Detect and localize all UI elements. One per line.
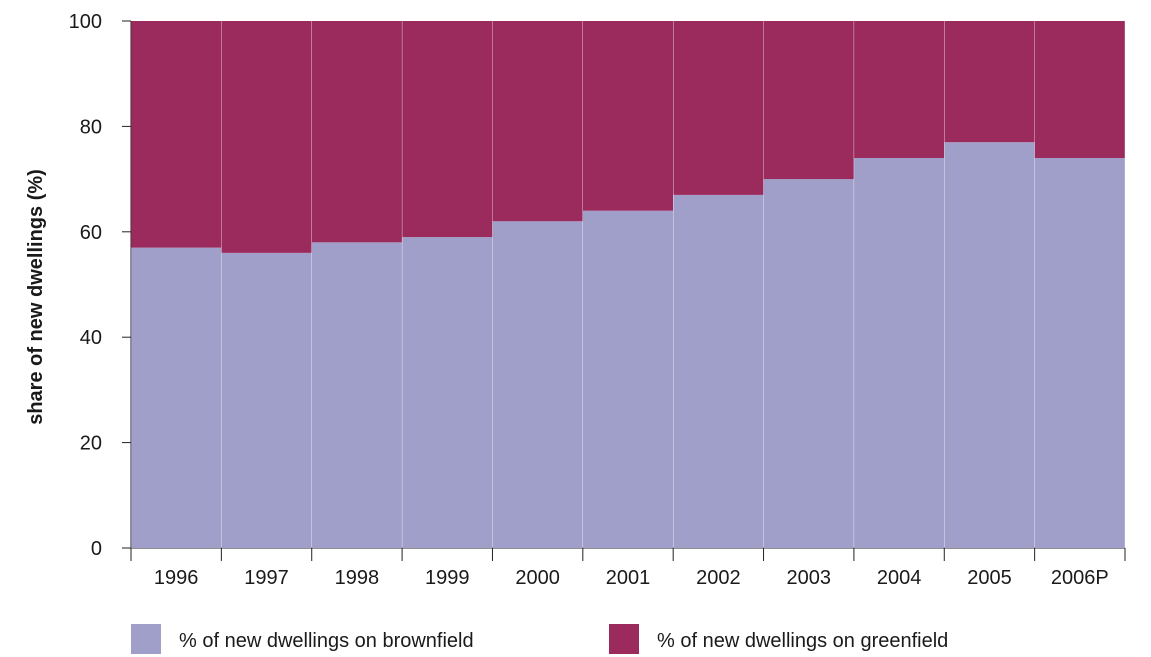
x-tick-label: 2001 — [606, 567, 651, 589]
x-tick-label: 2006P — [1051, 567, 1109, 589]
bar-brownfield-2001 — [583, 210, 673, 548]
legend: % of new dwellings on brownfield % of new… — [131, 624, 948, 654]
x-tick-label: 2005 — [967, 567, 1012, 589]
bar-greenfield-2004 — [854, 21, 945, 159]
y-tick-label: 100 — [69, 11, 102, 33]
x-tick-label: 2004 — [877, 567, 922, 589]
bar-greenfield-1996 — [131, 21, 222, 248]
bar-greenfield-2006P — [1034, 21, 1125, 159]
bar-greenfield-1997 — [221, 21, 312, 253]
y-tick-label: 80 — [80, 116, 102, 138]
bars — [131, 21, 1125, 549]
bar-brownfield-2005 — [944, 142, 1035, 548]
bar-greenfield-1998 — [311, 21, 402, 243]
x-tick-label: 1999 — [425, 567, 470, 589]
y-tick-label: 20 — [80, 433, 102, 455]
bar-greenfield-2000 — [492, 21, 583, 222]
bar-brownfield-2002 — [673, 194, 764, 548]
x-tick-label: 1997 — [244, 567, 289, 589]
bar-brownfield-2003 — [763, 179, 854, 548]
bar-brownfield-2006P — [1034, 158, 1125, 548]
bar-greenfield-2005 — [944, 21, 1035, 143]
y-tick-label: 0 — [91, 538, 102, 560]
y-axis-label: share of new dwellings (%) — [25, 169, 47, 425]
x-axis: 1996 1997 1998 1999 2000 2001 2002 2003 2004 2005… — [122, 547, 1126, 589]
y-tick-label: 60 — [80, 222, 102, 244]
legend-label-brownfield: % of new dwellings on brownfield — [179, 630, 474, 652]
bar-brownfield-1998 — [311, 242, 402, 548]
y-axis: 0 20 40 60 80 100 — [69, 11, 132, 560]
bar-brownfield-2000 — [492, 221, 583, 548]
bar-brownfield-2004 — [854, 158, 945, 548]
bar-brownfield-1999 — [402, 237, 493, 548]
bar-brownfield-1996 — [131, 247, 222, 549]
legend-swatch-greenfield — [609, 624, 639, 654]
legend-label-greenfield: % of new dwellings on greenfield — [657, 630, 948, 652]
bar-greenfield-1999 — [402, 21, 493, 238]
bar-greenfield-2003 — [763, 21, 854, 180]
x-tick-label: 2002 — [696, 567, 741, 589]
x-tick-label: 1996 — [154, 567, 199, 589]
legend-swatch-brownfield — [131, 624, 161, 654]
x-tick-label: 2003 — [786, 567, 831, 589]
bar-brownfield-1997 — [221, 252, 312, 548]
bar-greenfield-2002 — [673, 21, 764, 195]
y-tick-label: 40 — [80, 327, 102, 349]
x-tick-label: 1998 — [335, 567, 380, 589]
x-tick-label: 2000 — [515, 567, 560, 589]
bar-greenfield-2001 — [583, 21, 673, 211]
